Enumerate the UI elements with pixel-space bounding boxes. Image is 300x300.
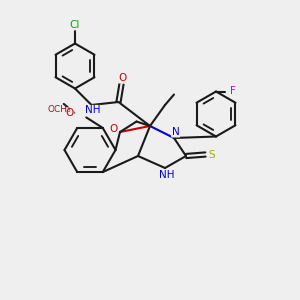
- Text: O: O: [119, 73, 127, 83]
- Text: NH: NH: [85, 105, 101, 116]
- Text: NH: NH: [159, 170, 174, 181]
- Text: S: S: [209, 149, 215, 160]
- Text: N: N: [172, 127, 179, 137]
- Text: OCH₃: OCH₃: [47, 105, 71, 114]
- Text: O: O: [66, 108, 74, 118]
- Text: Cl: Cl: [70, 20, 80, 30]
- Text: O: O: [109, 124, 118, 134]
- Text: F: F: [230, 86, 236, 97]
